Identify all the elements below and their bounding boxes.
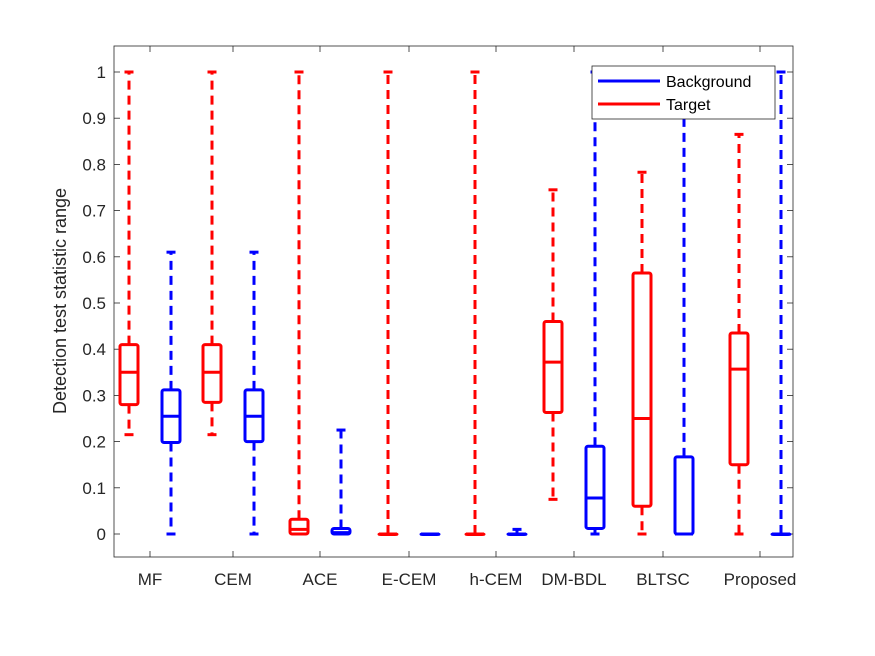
y-tick-label: 0.9 xyxy=(82,109,106,128)
y-tick-label: 0.8 xyxy=(82,155,106,174)
y-tick-label: 0.6 xyxy=(82,248,106,267)
box-target-7 xyxy=(728,132,750,536)
x-axis: MF CEM ACE E-CEM h-CEM DM-BDL BLTSC Proposed xyxy=(138,46,797,589)
box-target-4 xyxy=(464,70,486,536)
y-tick-label: 0 xyxy=(97,525,106,544)
y-tick-label: 0.4 xyxy=(82,340,106,359)
x-tick-label: BLTSC xyxy=(636,570,690,589)
box-background-6 xyxy=(673,70,695,536)
box-background-2 xyxy=(330,428,352,536)
legend: Background Target xyxy=(591,65,776,120)
x-tick-label: CEM xyxy=(214,570,252,589)
y-axis-label: Detection test statistic range xyxy=(50,188,70,414)
box-target-1 xyxy=(201,70,223,437)
plot-area xyxy=(113,45,794,558)
x-tick-label: ACE xyxy=(303,570,338,589)
legend-label-background: Background xyxy=(666,74,751,91)
y-tick-label: 0.5 xyxy=(82,294,106,313)
series-target xyxy=(118,70,750,536)
box-target-0 xyxy=(118,70,140,437)
box-body xyxy=(584,444,606,530)
y-tick-label: 0.2 xyxy=(82,433,106,452)
x-tick-label: DM-BDL xyxy=(541,570,606,589)
x-tick-label: MF xyxy=(138,570,163,589)
y-axis: 0 0.1 0.2 0.3 0.4 0.5 0.6 0.7 0.8 0.9 1 xyxy=(82,63,793,544)
box-body xyxy=(542,319,564,414)
box-target-2 xyxy=(288,70,310,536)
box-body xyxy=(631,271,653,508)
box-target-5 xyxy=(542,188,564,501)
box-background-3 xyxy=(419,532,441,536)
legend-label-target: Target xyxy=(666,97,711,114)
box-background-4 xyxy=(506,527,528,536)
box-body xyxy=(118,343,140,407)
box-background-0 xyxy=(160,250,182,536)
series-background xyxy=(160,70,792,536)
y-tick-label: 0.3 xyxy=(82,386,106,405)
x-tick-label: Proposed xyxy=(724,570,797,589)
legend-box xyxy=(591,65,776,120)
y-tick-label: 0.1 xyxy=(82,479,106,498)
box-target-6 xyxy=(631,170,653,536)
y-tick-label: 0.7 xyxy=(82,202,106,221)
x-tick-label: h-CEM xyxy=(470,570,523,589)
y-tick-label: 1 xyxy=(97,63,106,82)
box-target-3 xyxy=(377,70,399,536)
box-background-5 xyxy=(584,70,606,536)
box-body xyxy=(288,517,310,536)
box-series xyxy=(118,70,792,536)
box-background-1 xyxy=(243,250,265,536)
box-body xyxy=(728,331,750,467)
box-background-7 xyxy=(770,70,792,536)
x-tick-label: E-CEM xyxy=(382,570,437,589)
